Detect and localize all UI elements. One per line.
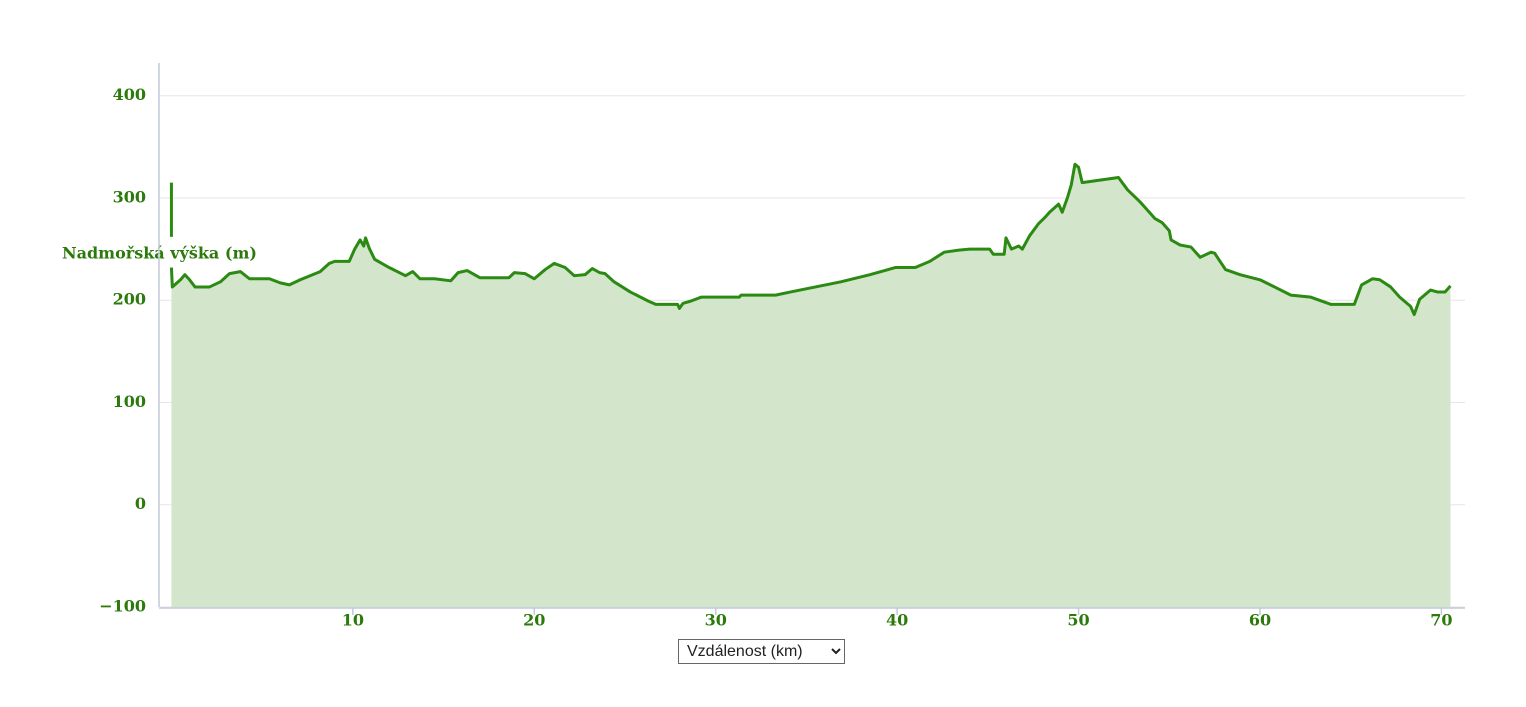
y-tick-label: 200 [113,290,146,309]
x-tick-label: 30 [705,611,727,630]
x-tick-label: 60 [1249,611,1271,630]
y-tick-label: −100 [99,597,146,616]
x-tick-label: 40 [886,611,908,630]
area [171,164,1451,607]
x-tick-label: 20 [523,611,545,630]
x-axis-selector[interactable]: Vzdálenost (km) [678,639,845,664]
line [169,162,1452,317]
y-tick-label: 0 [135,494,146,513]
x-tick-label: 50 [1067,611,1089,630]
y-tick-label: 100 [113,392,146,411]
x-tick-label: 10 [342,611,364,630]
y-tick-label: 300 [113,187,146,206]
x-tick-label: 70 [1430,611,1452,630]
y-tick-label: 400 [113,85,146,104]
